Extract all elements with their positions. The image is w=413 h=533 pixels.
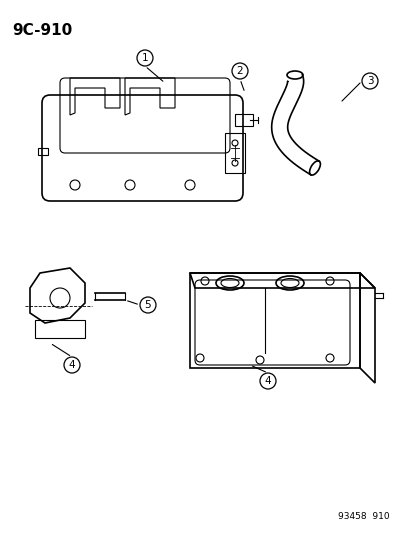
Bar (35, 320, 85, 338)
Text: 1: 1 (141, 53, 148, 63)
Text: 9C-910: 9C-910 (12, 23, 72, 38)
Text: 93458  910: 93458 910 (337, 512, 389, 521)
Bar (224, 133, 244, 173)
Text: 4: 4 (69, 360, 75, 370)
Bar (38, 148, 48, 155)
Text: 5: 5 (144, 300, 151, 310)
Text: 2: 2 (236, 66, 243, 76)
Text: 4: 4 (264, 376, 271, 386)
Bar (235, 114, 252, 126)
Text: 3: 3 (366, 76, 373, 86)
